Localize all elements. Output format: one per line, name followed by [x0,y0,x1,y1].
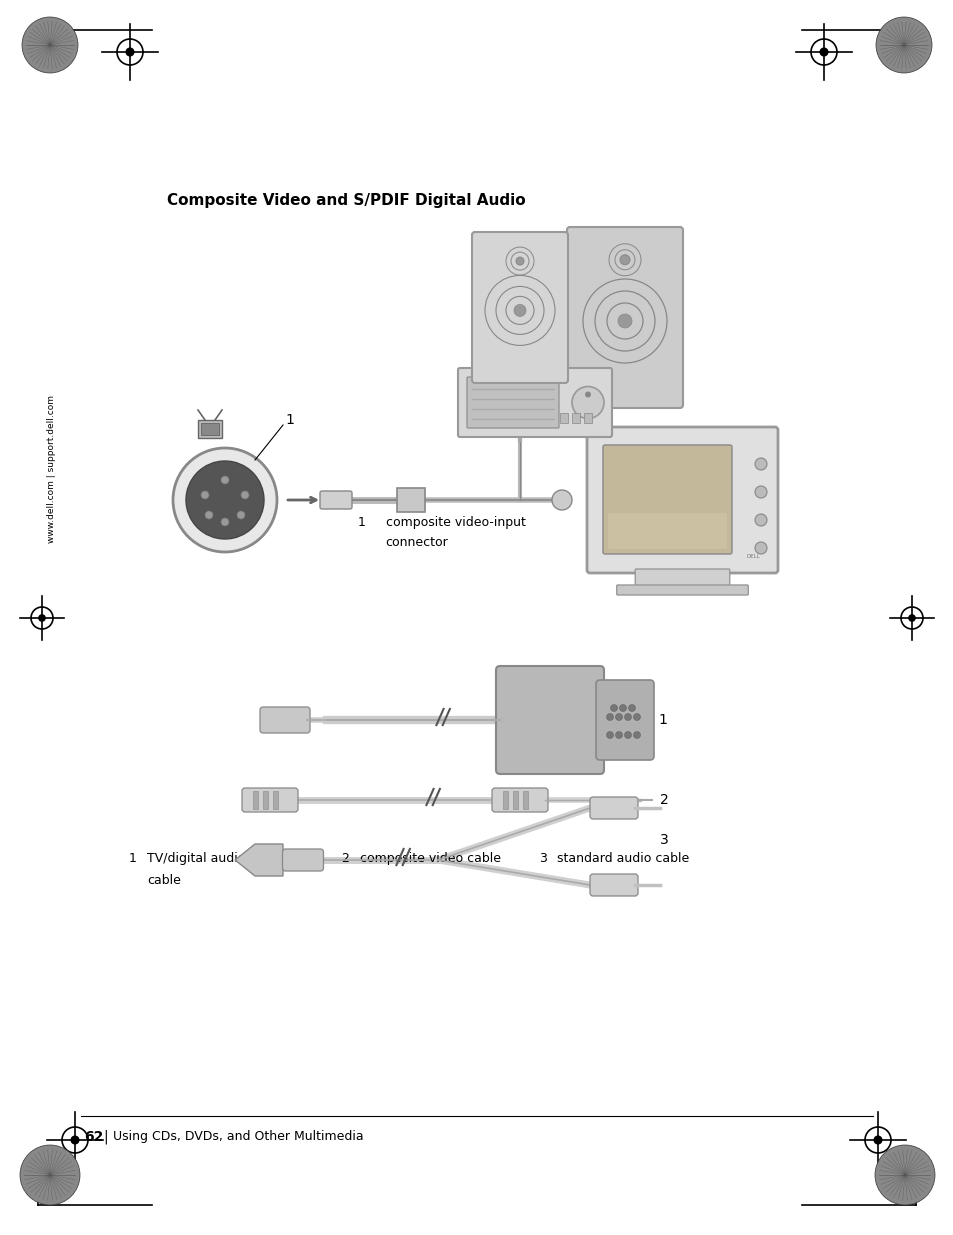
Circle shape [606,714,613,720]
Circle shape [514,304,525,316]
Circle shape [572,387,603,419]
Circle shape [221,517,229,526]
Circle shape [610,704,617,711]
Circle shape [819,47,828,57]
Circle shape [615,714,622,720]
Circle shape [38,614,46,622]
FancyBboxPatch shape [589,874,638,897]
Circle shape [615,731,622,739]
Circle shape [22,17,78,73]
Circle shape [584,391,590,398]
Text: composite video cable: composite video cable [359,852,500,866]
Circle shape [241,492,249,499]
FancyBboxPatch shape [396,488,424,513]
Text: Composite Video and S/PDIF Digital Audio: Composite Video and S/PDIF Digital Audio [167,193,525,207]
Text: |: | [103,1130,108,1144]
Bar [201,424,219,435]
Circle shape [71,1135,79,1145]
Circle shape [624,714,631,720]
FancyBboxPatch shape [596,680,654,760]
Text: standard audio cable: standard audio cable [557,852,688,866]
Circle shape [172,448,276,552]
Text: DELL: DELL [745,553,759,558]
Bar [522,790,527,809]
Text: connector: connector [385,536,448,550]
Bar [273,790,277,809]
Circle shape [633,731,639,739]
FancyBboxPatch shape [319,492,352,509]
Circle shape [552,490,572,510]
Circle shape [205,511,213,519]
Text: 3: 3 [659,832,668,847]
Circle shape [754,514,766,526]
Circle shape [606,731,613,739]
Circle shape [754,542,766,555]
FancyBboxPatch shape [589,797,638,819]
Bar [198,420,222,438]
FancyBboxPatch shape [242,788,297,811]
Bar [253,790,257,809]
Text: 62: 62 [84,1130,103,1144]
FancyBboxPatch shape [472,232,567,383]
Bar [583,412,592,424]
Text: 2: 2 [341,852,349,866]
Polygon shape [234,844,283,876]
Circle shape [201,492,209,499]
FancyBboxPatch shape [467,377,558,429]
FancyBboxPatch shape [602,445,731,555]
Circle shape [186,461,264,538]
Text: 1: 1 [357,516,365,530]
Text: TV/digital audio adapter: TV/digital audio adapter [147,852,298,866]
Circle shape [628,704,635,711]
Text: cable: cable [147,874,180,887]
Circle shape [618,314,631,329]
FancyBboxPatch shape [260,706,310,734]
FancyBboxPatch shape [616,585,747,595]
Text: composite video-input: composite video-input [385,516,525,530]
Circle shape [236,511,245,519]
FancyBboxPatch shape [635,569,729,589]
FancyBboxPatch shape [457,368,612,437]
Circle shape [221,475,229,484]
Bar [513,790,517,809]
FancyBboxPatch shape [586,427,778,573]
Text: www.dell.com | support.dell.com: www.dell.com | support.dell.com [48,395,56,543]
FancyBboxPatch shape [607,513,726,550]
Circle shape [874,1145,934,1205]
Text: 2: 2 [659,793,668,806]
Circle shape [516,257,523,266]
Circle shape [618,704,626,711]
Bar [263,790,268,809]
FancyBboxPatch shape [496,666,603,774]
Circle shape [873,1135,882,1145]
Bar [572,412,579,424]
Circle shape [907,614,915,622]
Bar [502,790,507,809]
Text: 1: 1 [285,412,294,427]
Circle shape [754,487,766,498]
Circle shape [619,254,629,264]
Circle shape [754,458,766,471]
Circle shape [633,714,639,720]
Text: 3: 3 [538,852,546,866]
Text: 1: 1 [129,852,136,866]
Circle shape [125,47,134,57]
FancyBboxPatch shape [282,848,323,871]
Text: Using CDs, DVDs, and Other Multimedia: Using CDs, DVDs, and Other Multimedia [112,1130,363,1142]
Bar [559,412,567,424]
Circle shape [624,731,631,739]
Circle shape [875,17,931,73]
FancyBboxPatch shape [492,788,547,811]
Text: 1: 1 [658,713,666,727]
FancyBboxPatch shape [566,227,682,408]
Circle shape [20,1145,80,1205]
